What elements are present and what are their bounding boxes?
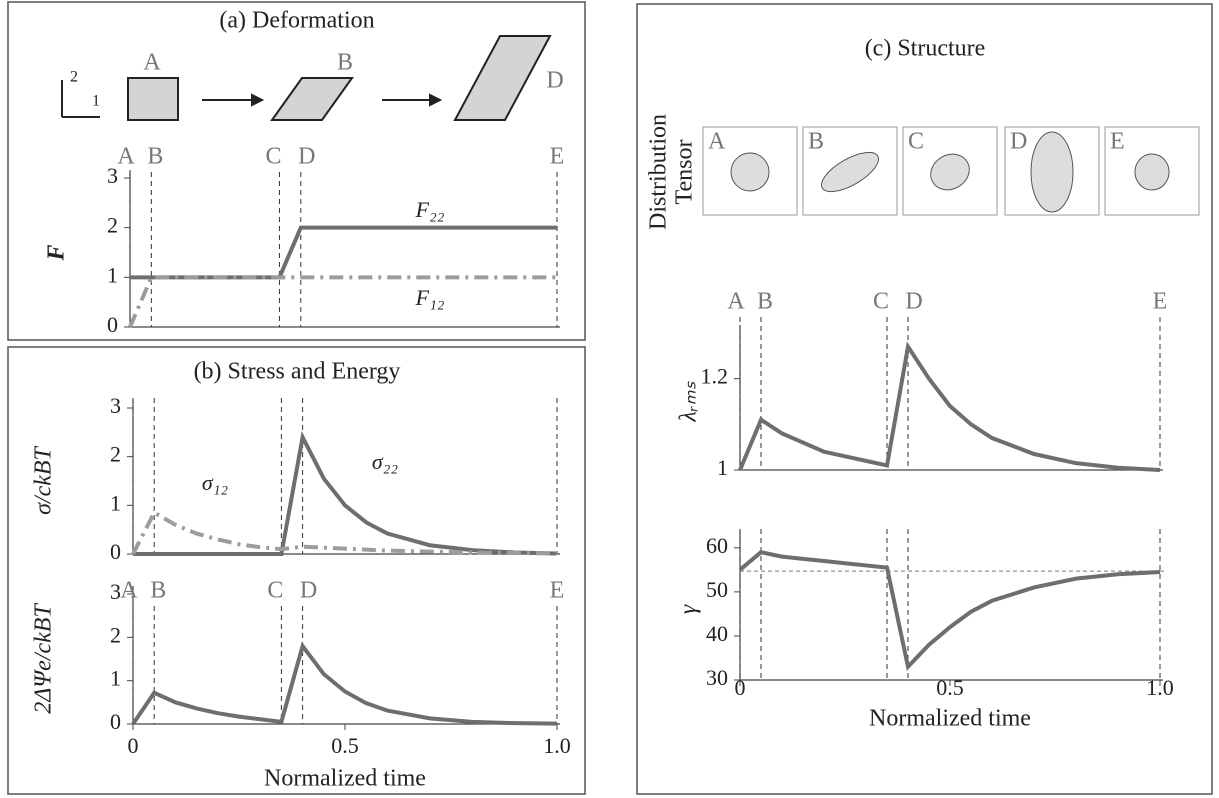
data-line [128,275,557,328]
event-label: A [120,578,138,604]
ellipsoid [930,153,970,191]
y-axis-label: γ [676,604,702,614]
data-line [131,641,558,726]
panel-b-frame [7,346,586,795]
ellipsoid [1134,153,1170,191]
state-label: C [908,129,924,155]
x-tick-label: 0 [128,733,139,758]
x-tick-label: 0.5 [331,733,359,758]
event-label: B [150,578,166,604]
shape-a [127,77,179,121]
x-tick-label: 0.5 [936,675,964,700]
structure-boxes [702,126,1200,216]
y-tick-label: 2 [110,442,121,467]
series-label: F₁₂ [415,285,445,310]
y-tick-label: 0 [110,709,121,734]
state-label: B [337,50,353,76]
y-tick-label: 1 [110,666,121,691]
event-label: B [147,144,163,170]
data-line [130,225,557,280]
data-line [738,550,1161,671]
y-tick-label: 50 [706,577,728,602]
deformation-diagram [61,35,552,121]
series-label: σ₂₂ [372,449,398,474]
shape-d [453,35,552,121]
box [802,126,898,216]
event-label: D [298,144,315,170]
data-line [738,341,1161,472]
state-label: E [1110,129,1125,155]
event-label: E [1153,289,1168,315]
axis-label: 1 [92,93,100,110]
box [1104,126,1200,216]
y-tick-label: 1 [110,490,121,515]
panel-a-frame [7,1,586,341]
ellipsoid [730,152,770,192]
y-tick-label: 1 [107,262,118,287]
panel-c-frame [636,3,1213,795]
state-label: D [1010,129,1027,155]
event-label: B [757,289,773,315]
x-tick-label: 0 [735,675,746,700]
ellipsoid [1030,131,1074,213]
state-label: D [546,68,563,94]
arrowhead [429,93,443,107]
y-tick-label: 60 [706,533,728,558]
event-label: A [117,144,135,170]
box [902,126,998,216]
y-axis-label: F [44,244,70,261]
event-label: C [267,578,283,604]
x-tick-label: 1.0 [1146,675,1174,700]
event-label: E [550,578,565,604]
box [702,126,798,216]
event-label: C [873,289,889,315]
arrowhead [251,93,265,107]
box [1004,126,1100,216]
x-axis-label: Normalized time [869,706,1031,732]
y-tick-label: 0 [107,312,118,337]
panel-title: (a) Deformation [219,8,374,34]
y-tick-label: 1.2 [701,364,729,389]
y-tick-label: 2 [110,622,121,647]
y-tick-label: 30 [706,665,728,690]
y-tick-label: 40 [706,621,728,646]
y-axis-label: σ/ckBT [31,445,57,514]
panel-title: (c) Structure [865,36,986,62]
state-label: B [808,129,824,155]
series-label: F₂₂ [415,197,445,222]
x-axis-label: Normalized time [264,766,426,792]
state-label: A [143,50,161,76]
event-label: D [905,289,922,315]
data-line [133,431,558,556]
event-label: E [550,144,565,170]
event-label: D [300,578,317,604]
y-tick-label: 2 [107,213,118,238]
ellipsoid [821,151,879,193]
shape-b [270,77,354,121]
event-label: C [265,144,281,170]
data-line [131,509,558,556]
structure-ylabel: Tensor [672,140,698,205]
y-tick-label: 1 [717,455,728,480]
series-label: σ₁₂ [202,470,228,495]
panel-title: (b) Stress and Energy [194,359,401,385]
event-label: A [727,289,745,315]
y-axis-label: λᵣₘₛ [676,380,702,422]
state-label: A [708,129,726,155]
y-tick-label: 0 [110,539,121,564]
y-tick-label: 3 [110,579,121,604]
structure-ylabel: Distribution [646,114,672,230]
y-tick-label: 3 [107,163,118,188]
x-tick-label: 1.0 [543,733,571,758]
y-axis-label: 2ΔΨe/ckBT [31,603,57,714]
y-tick-label: 3 [110,393,121,418]
axis-label: 2 [70,69,78,86]
